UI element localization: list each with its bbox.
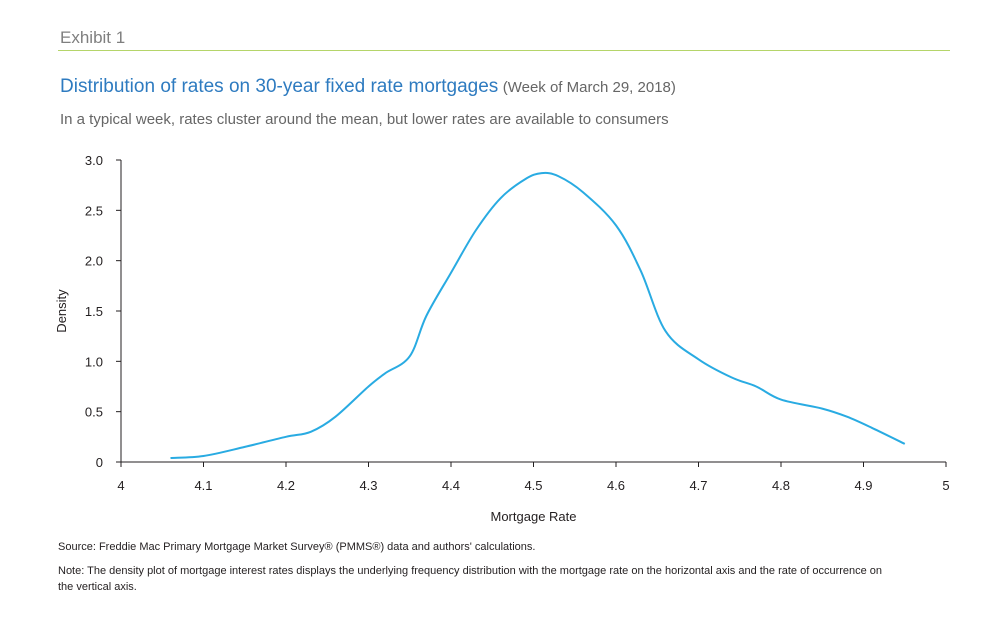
y-tick-label: 3.0 (85, 153, 103, 168)
chart-title-main: Distribution of rates on 30-year fixed r… (60, 76, 499, 97)
y-tick-label: 1.5 (85, 304, 103, 319)
y-tick-label: 0.5 (85, 405, 103, 420)
chart-axes: 4 4.1 4.2 4.3 4.4 4.5 4.6 4.7 4.8 4.9 5 0 0.5 1.0 1.5 2… (85, 153, 950, 493)
x-tick-label: 5 (942, 478, 949, 493)
y-axis-title: Density (54, 289, 69, 333)
x-axis-title: Mortgage Rate (491, 509, 577, 524)
x-tick-label: 4.2 (277, 478, 295, 493)
footnote: Note: The density plot of mortgage inter… (58, 565, 883, 593)
x-tick-label: 4.7 (689, 478, 707, 493)
y-tick-label: 0 (96, 455, 103, 470)
x-tick-label: 4 (117, 478, 124, 493)
chart-subtitle: In a typical week, rates cluster around … (60, 111, 669, 128)
x-tick-label: 4.1 (194, 478, 212, 493)
x-tick-label: 4.5 (524, 478, 542, 493)
source-note: Source: Freddie Mac Primary Mortgage Mar… (58, 541, 536, 553)
y-tick-label: 1.0 (85, 354, 103, 369)
chart-plot-area (170, 171, 906, 459)
x-tick-label: 4.4 (442, 478, 460, 493)
x-tick-label: 4.3 (359, 478, 377, 493)
exhibit-label: Exhibit 1 (60, 28, 126, 47)
chart-title-note: (Week of March 29, 2018) (502, 79, 676, 96)
chart-title: Distribution of rates on 30-year fixed r… (60, 76, 676, 98)
density-series-line-0 (170, 171, 906, 459)
x-tick-label: 4.8 (772, 478, 790, 493)
x-tick-label: 4.6 (607, 478, 625, 493)
y-tick-label: 2.5 (85, 203, 103, 218)
x-tick-label: 4.9 (854, 478, 872, 493)
y-tick-label: 2.0 (85, 254, 103, 269)
header-rule (58, 50, 950, 51)
